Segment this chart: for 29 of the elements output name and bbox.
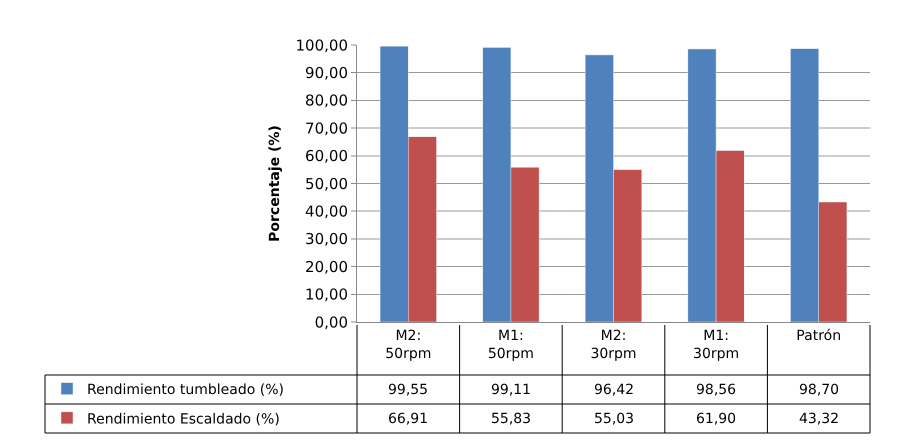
x-tick-label: Patrón <box>796 328 842 344</box>
y-tick-label: 60,00 <box>305 147 348 166</box>
data-label: 66,91 <box>388 411 428 427</box>
y-axis-title: Porcentaje (%) <box>267 125 284 242</box>
legend-label: Rendimiento Escaldado (%) <box>87 411 280 428</box>
data-label: 96,42 <box>594 382 634 398</box>
x-tick-label: M1: 50rpm <box>488 328 534 362</box>
y-tick-label: 70,00 <box>305 119 348 138</box>
data-label: 55,03 <box>594 411 634 427</box>
data-label: 98,70 <box>799 382 840 398</box>
legend-label: Rendimiento tumbleado (%) <box>87 382 284 398</box>
y-tick-label: 10,00 <box>305 286 348 304</box>
y-tick-label: 80,00 <box>305 92 348 110</box>
data-label: 61,90 <box>696 411 736 427</box>
data-label: 99,55 <box>388 382 428 398</box>
x-tick-label: M2: 30rpm <box>590 328 637 362</box>
y-tick-label: 0,00 <box>314 313 348 332</box>
y-tick-label: 20,00 <box>305 258 348 276</box>
data-label: 99,11 <box>491 382 532 398</box>
data-label: 98,56 <box>696 382 736 398</box>
y-tick-label: 30,00 <box>305 230 348 248</box>
y-tick-label: 40,00 <box>305 202 348 220</box>
y-tick-label: 50,00 <box>305 174 348 193</box>
x-tick-label: M1: 30rpm <box>693 328 740 362</box>
data-label: 55,83 <box>491 411 532 427</box>
x-tick-label: M2: 50rpm <box>385 328 432 362</box>
y-tick-label: 100,00 <box>296 36 348 54</box>
y-tick-label: 90,00 <box>305 64 348 82</box>
data-label: 43,32 <box>799 411 840 427</box>
